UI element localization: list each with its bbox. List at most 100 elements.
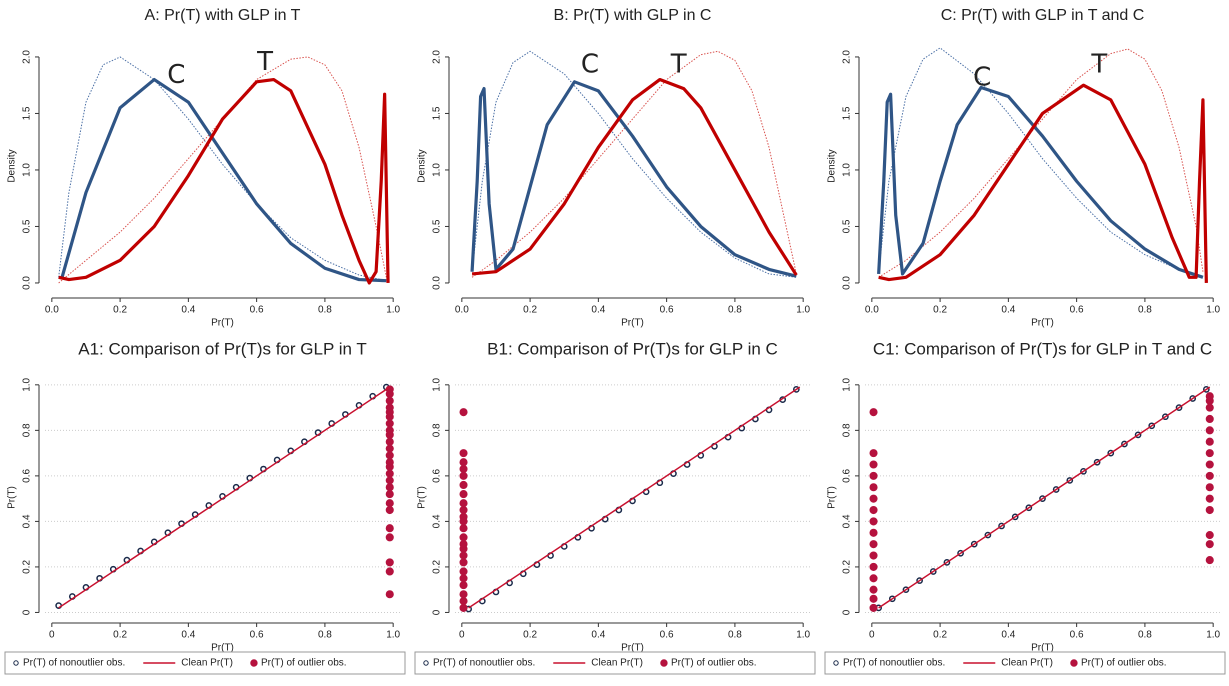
- outlier-point: [459, 590, 468, 599]
- legend-label: Clean Pr(T): [1001, 658, 1053, 669]
- nonoutlier-point: [888, 595, 896, 603]
- legend-box: [414, 651, 816, 675]
- outlier-point: [385, 567, 394, 576]
- outlier-point: [1205, 471, 1214, 480]
- chart-title: C1: Comparison of Pr(T)s for GLP in T an…: [873, 339, 1212, 358]
- nonoutlier-point: [1134, 431, 1142, 439]
- nonoutlier-point: [1052, 486, 1060, 493]
- x-axis-label: Pr(T): [211, 643, 234, 654]
- outlier-point: [459, 458, 468, 467]
- nonoutlier-point: [1093, 458, 1101, 466]
- x-tick-label: 0.2: [113, 630, 127, 641]
- y-axis-label: Density: [7, 149, 18, 182]
- y-axis-label: Pr(T): [827, 486, 838, 509]
- outlier-point: [459, 449, 468, 458]
- nonoutlier-point: [1107, 449, 1115, 457]
- outlier-point: [385, 396, 394, 405]
- outlier-point: [459, 603, 468, 612]
- y-tick-label: 0.4: [432, 514, 443, 528]
- x-tick-label: 0.2: [523, 630, 537, 641]
- series-line: [58, 56, 387, 282]
- nonoutlier-point: [1080, 467, 1087, 475]
- series-line: [58, 56, 387, 284]
- nonoutlier-point: [1162, 413, 1169, 421]
- outlier-point: [459, 581, 468, 590]
- legend-label: Pr(T) of outlier obs.: [671, 658, 757, 669]
- legend-label: Pr(T) of nonoutlier obs.: [843, 658, 945, 669]
- outlier-point: [385, 590, 394, 599]
- outlier-point: [869, 603, 878, 612]
- x-axis-label: Pr(T): [621, 318, 644, 329]
- outlier-point: [869, 540, 878, 549]
- y-tick-label: 0.5: [842, 219, 853, 233]
- x-tick-label: 0: [869, 630, 875, 641]
- y-axis-label: Density: [417, 149, 428, 182]
- outlier-point: [1205, 540, 1214, 549]
- x-tick-label: 1.0: [1206, 630, 1220, 641]
- outlier-point: [1205, 449, 1214, 458]
- x-tick-label: 1.0: [796, 305, 810, 316]
- series-line: [471, 77, 798, 276]
- series-line: [878, 386, 1211, 609]
- outlier-point: [869, 483, 878, 492]
- outlier-point: [869, 408, 878, 417]
- outlier-point: [459, 558, 468, 567]
- nonoutlier-point: [1011, 513, 1019, 521]
- outlier-point: [869, 517, 878, 526]
- nonoutlier-point: [902, 586, 910, 594]
- y-tick-label: 0.0: [842, 276, 853, 290]
- legend-label: Pr(T) of outlier obs.: [1081, 658, 1167, 669]
- outlier-point: [869, 585, 878, 594]
- y-tick-label: 2.0: [842, 50, 853, 64]
- annotation: T: [670, 50, 687, 80]
- outlier-point: [459, 551, 468, 560]
- outlier-point: [385, 533, 394, 542]
- y-tick-label: 1.5: [432, 106, 443, 120]
- annotation: T: [1090, 50, 1107, 80]
- x-axis-label: Pr(T): [621, 643, 644, 654]
- annotation: T: [256, 47, 273, 77]
- outlier-point: [385, 505, 394, 515]
- x-tick-label: 0.8: [318, 305, 332, 316]
- x-tick-label: 0.6: [250, 630, 264, 641]
- outlier-point: [1205, 483, 1214, 492]
- outlier-point: [459, 499, 468, 508]
- x-tick-label: 0.4: [591, 630, 605, 641]
- y-tick-label: 1.5: [22, 106, 33, 120]
- outlier-point: [385, 426, 394, 435]
- legend-swatch: [833, 660, 839, 666]
- outlier-point: [459, 512, 468, 521]
- y-tick-label: 1.0: [842, 377, 853, 391]
- outlier-point: [459, 464, 468, 474]
- outlier-point: [459, 480, 468, 490]
- chart-title: B: Pr(T) with GLP in C: [554, 7, 712, 24]
- legend-label: Pr(T) of nonoutlier obs.: [23, 658, 125, 669]
- outlier-point: [385, 483, 394, 492]
- x-tick-label: 0.6: [250, 305, 264, 316]
- x-tick-label: 0.8: [318, 630, 332, 641]
- x-tick-label: 0: [49, 630, 55, 641]
- outlier-point: [385, 469, 394, 478]
- comparison-panel: A1: Comparison of Pr(T)s for GLP in T 0 0.…: [4, 339, 406, 675]
- outlier-point: [869, 551, 878, 560]
- outlier-point: [1205, 460, 1214, 469]
- nonoutlier-point: [1189, 395, 1197, 402]
- y-tick-label: 0.2: [842, 560, 853, 574]
- y-tick-label: 0.8: [22, 423, 33, 437]
- legend-box: [4, 651, 406, 675]
- outlier-point: [385, 437, 394, 446]
- comparison-panel: C1: Comparison of Pr(T)s for GLP in T an…: [824, 339, 1226, 675]
- series-line: [58, 386, 391, 609]
- x-tick-label: 0.8: [1138, 630, 1152, 641]
- series-line: [470, 80, 797, 278]
- x-tick-label: 0.2: [113, 305, 127, 316]
- y-tick-label: 1.0: [22, 163, 33, 177]
- density-panel: B: Pr(T) with GLP in C 0.0 0.5 1.0 1.5 2.0 0.0…: [417, 7, 811, 328]
- series-line: [468, 386, 801, 609]
- outlier-point: [459, 490, 468, 499]
- y-tick-label: 0.2: [432, 560, 443, 574]
- nonoutlier-point: [998, 522, 1005, 530]
- series-line: [60, 77, 387, 283]
- y-tick-label: 2.0: [22, 50, 33, 64]
